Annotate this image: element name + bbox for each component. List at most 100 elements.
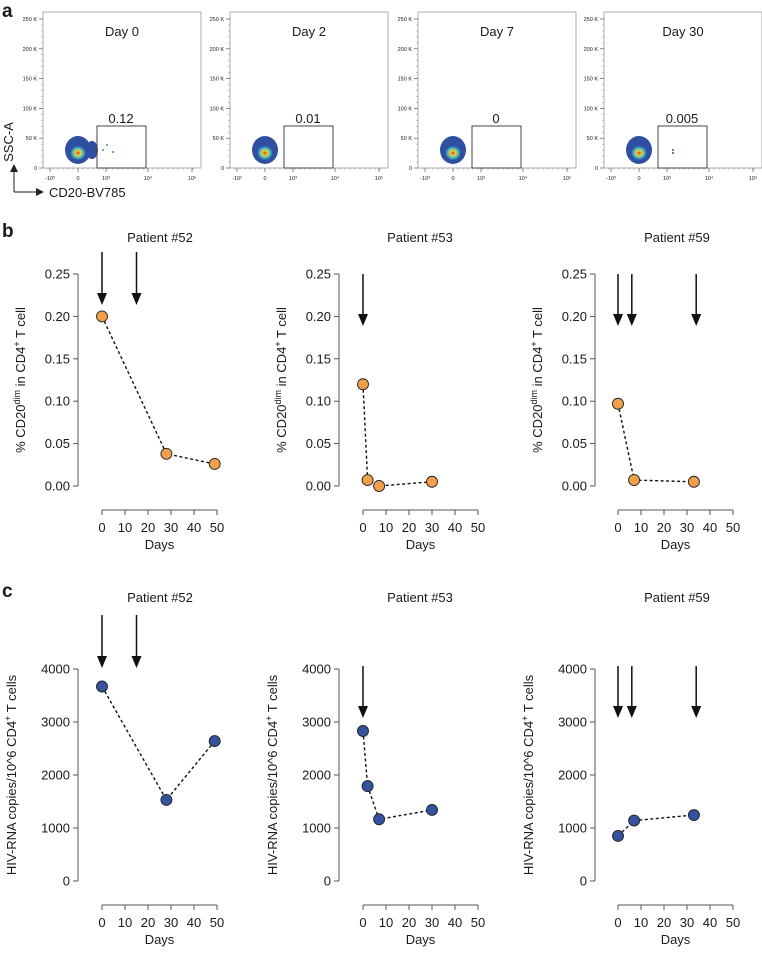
y-axis-label: HIV-RNA copies/10^6 CD4+ T cells: [3, 674, 19, 875]
flow-plot-1: 0 50 K 100 K 150 K 200 K 250 K -10³ 0 10³ 10⁴ 10⁵ 0…: [210, 11, 389, 182]
chart-b-1: Patient #53 0.00 0.05 0.10 0.15 0.20 0.25 0 10 20…: [273, 230, 485, 552]
y-tick-label: 250 K: [210, 17, 225, 23]
plot-title: Day 7: [480, 24, 514, 39]
arrow-down-icon: [626, 706, 637, 718]
y-tick-label: 0.00: [306, 479, 331, 494]
data-point: [612, 830, 624, 842]
arrow-down-icon: [691, 706, 702, 718]
y-label-text: in CD4: [274, 347, 289, 390]
y-label-text: T cells: [265, 674, 280, 715]
panel-label-b: b: [2, 221, 14, 242]
x-tick-label: 30: [425, 915, 439, 930]
arrow-down-icon: [626, 314, 637, 326]
y-tick-label: 3000: [302, 715, 331, 730]
y-tick-label: 0.25: [562, 267, 587, 282]
gate-box: [283, 125, 334, 169]
x-tick-label: 0: [359, 915, 366, 930]
y-tick-label: 200 K: [398, 47, 413, 53]
y-tick-label: 0: [63, 874, 70, 889]
y-axis-label: HIV-RNA copies/10^6 CD4+ T cells: [264, 674, 280, 875]
cell-cluster-density: [628, 142, 650, 162]
series-line: [101, 316, 215, 465]
y-tick-label: 3000: [558, 715, 587, 730]
x-tick-label: 10: [634, 520, 648, 535]
x-tick-label: 0: [98, 520, 105, 535]
y-label-superscript: +: [12, 341, 22, 346]
y-tick-label: 0.25: [306, 267, 331, 282]
x-axis-label: Days: [145, 537, 175, 552]
y-tick-label: 0.00: [45, 479, 70, 494]
y-label-text: T cell: [13, 307, 28, 341]
y-label-text: T cells: [4, 674, 19, 715]
data-point: [426, 804, 438, 816]
y-tick-label: 150 K: [584, 77, 599, 83]
y-axis-label: SSC-A: [1, 122, 16, 162]
x-tick-label: 10³: [289, 176, 297, 182]
x-tick-label: 20: [657, 915, 671, 930]
event-dot: [672, 149, 674, 151]
x-tick-label: 40: [187, 520, 201, 535]
x-tick-label: 20: [657, 520, 671, 535]
data-point: [361, 474, 374, 487]
y-label-text: % CD20: [274, 404, 289, 452]
panel-label-c: c: [2, 581, 13, 602]
x-tick-label: 40: [187, 915, 201, 930]
y-label-text: in CD4: [530, 347, 545, 390]
cell-cluster-tail: [86, 141, 98, 159]
y-label-superscript: dim: [273, 390, 283, 405]
y-tick-label: 0.10: [45, 394, 70, 409]
data-point: [160, 793, 173, 806]
gate-box: [96, 125, 147, 169]
x-tick-label: 10³: [102, 176, 110, 182]
y-tick-label: 50 K: [587, 136, 599, 142]
y-tick-label: 200 K: [584, 47, 599, 53]
panel-a-flow-plots: 0 50 K 100 K 150 K 200 K 250 K -10³ 0 10³ 10⁴ 10⁵ 0…: [1, 11, 762, 200]
y-tick-label: 2000: [41, 768, 70, 783]
series-line: [362, 730, 433, 821]
panel-bc-line-charts: Patient #52 0.00 0.05 0.10 0.15 0.20 0.25 0 10 20…: [3, 230, 740, 947]
y-tick-label: 0: [580, 874, 587, 889]
y-tick-label: 3000: [41, 715, 70, 730]
y-label-superscript: +: [3, 716, 13, 721]
y-tick-label: 0.20: [45, 309, 70, 324]
y-tick-label: 100 K: [210, 106, 225, 112]
data-point: [357, 378, 369, 391]
y-label-text: HIV-RNA copies/10^6 CD4: [4, 721, 19, 875]
x-tick-label: 10⁴: [331, 175, 340, 182]
flow-plot-3: 0 50 K 100 K 150 K 200 K 250 K -10³ 0 10³ 10⁴ 10⁵ 0…: [584, 11, 762, 182]
y-label-superscript: +: [273, 341, 283, 346]
y-axis-label: % CD20dim in CD4+ T cell: [273, 307, 289, 453]
x-tick-label: 40: [703, 915, 717, 930]
gate-value: 0: [492, 111, 499, 126]
x-tick-label: 40: [448, 915, 462, 930]
data-point: [208, 458, 221, 470]
y-label-text: HIV-RNA copies/10^6 CD4: [521, 721, 536, 875]
series-line: [617, 403, 694, 483]
y-tick-label: 0: [34, 166, 37, 172]
chart-b-0: Patient #52 0.00 0.05 0.10 0.15 0.20 0.25 0 10 20…: [12, 230, 224, 552]
x-tick-label: 50: [726, 915, 740, 930]
y-tick-label: 250 K: [398, 17, 413, 23]
y-tick-label: 100 K: [23, 106, 38, 112]
y-tick-label: 250 K: [584, 17, 599, 23]
y-label-text: T cell: [530, 307, 545, 341]
x-tick-label: 30: [164, 915, 178, 930]
chart-c-2: Patient #59 0 1000 2000 3000 4000 0 10 20 30 40 50 D…: [520, 590, 740, 947]
y-tick-label: 0.25: [45, 267, 70, 282]
x-tick-label: 20: [402, 915, 416, 930]
y-tick-label: 150 K: [398, 77, 413, 83]
y-axis-label: HIV-RNA copies/10^6 CD4+ T cells: [520, 674, 536, 875]
x-tick-label: 0: [359, 520, 366, 535]
data-point: [373, 813, 386, 826]
chart-title: Patient #59: [644, 590, 710, 605]
chart-title: Patient #53: [387, 230, 453, 245]
y-tick-label: 4000: [302, 662, 331, 677]
y-tick-label: 0: [324, 874, 331, 889]
x-axis-label: Days: [406, 932, 436, 947]
arrow-down-icon: [97, 656, 107, 668]
x-tick-label: 0: [451, 176, 454, 182]
x-tick-label: 0: [614, 520, 621, 535]
arrow-down-icon: [358, 314, 368, 326]
y-label-superscript: +: [520, 716, 530, 721]
x-tick-label: 10³: [663, 176, 671, 182]
